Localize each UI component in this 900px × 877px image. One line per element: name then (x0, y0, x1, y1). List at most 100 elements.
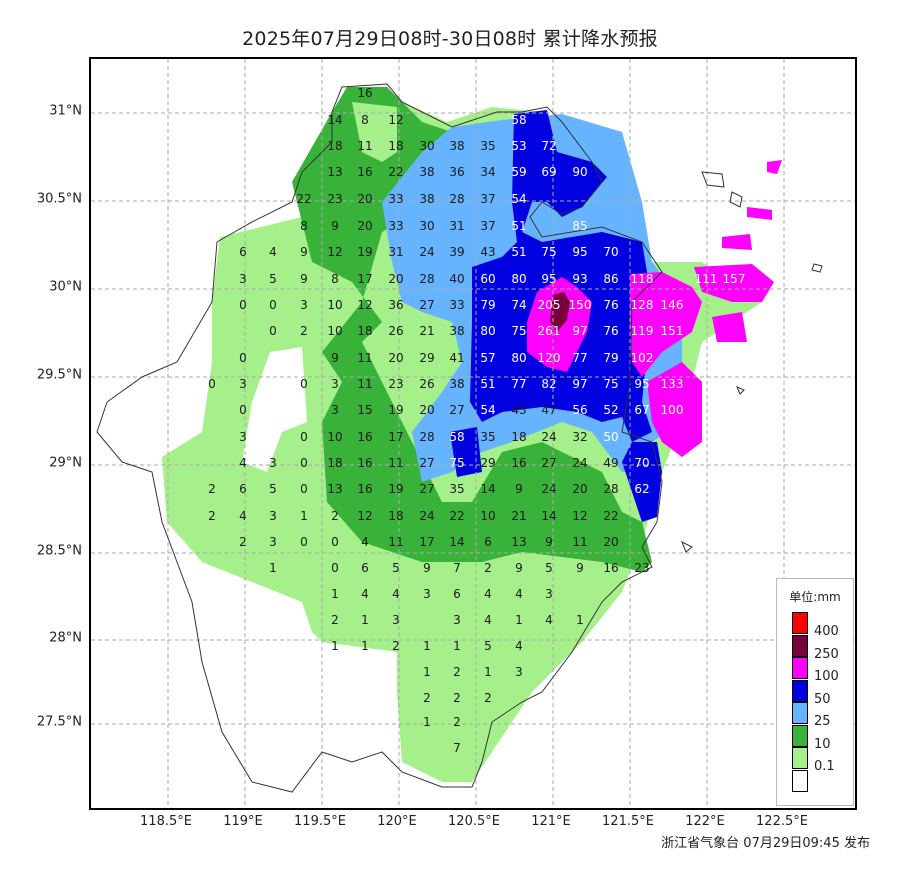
rainfall-value: 27 (541, 456, 557, 470)
rainfall-value: 17 (388, 430, 404, 444)
rainfall-value: 21 (419, 324, 435, 338)
rainfall-value: 11 (572, 535, 588, 549)
rainfall-value: 4 (515, 639, 523, 653)
rainfall-value: 6 (484, 535, 492, 549)
rainfall-value: 2 (484, 561, 492, 575)
rainfall-value: 62 (634, 482, 650, 496)
rainfall-value: 8 (361, 113, 369, 127)
rainfall-value: 1 (423, 715, 431, 729)
rainfall-value: 1 (515, 613, 523, 627)
rainfall-value: 86 (603, 272, 619, 286)
legend-level-label: 50 (814, 691, 831, 707)
rainfall-value: 2 (423, 691, 431, 705)
rainfall-value: 70 (634, 456, 650, 470)
rainfall-value: 51 (511, 219, 527, 233)
rainfall-value: 14 (541, 509, 557, 523)
area-magenta-islands (694, 160, 782, 342)
rainfall-value: 4 (392, 587, 400, 601)
area-light-green-north (352, 102, 397, 162)
area-no-rain-west (242, 347, 307, 472)
rainfall-value: 3 (269, 509, 277, 523)
area-magenta-south (647, 362, 702, 457)
rainfall-value: 4 (239, 509, 247, 523)
longitude-label: 120°E (377, 814, 417, 829)
rainfall-value: 2 (331, 613, 339, 627)
rainfall-value: 53 (511, 139, 527, 153)
area-blue (470, 110, 652, 442)
legend-swatch (792, 724, 808, 747)
rainfall-value: 57 (480, 351, 496, 365)
rainfall-value: 23 (634, 561, 650, 575)
rainfall-value: 15 (357, 403, 373, 417)
rainfall-value: 14 (327, 113, 343, 127)
rainfall-value: 10 (327, 324, 343, 338)
rainfall-value: 6 (361, 561, 369, 575)
latitude-label: 28°N (49, 630, 82, 646)
legend-swatch (792, 612, 808, 634)
rainfall-value: 43 (480, 245, 496, 259)
rainfall-value: 75 (603, 377, 619, 391)
legend-swatch (792, 702, 808, 724)
rainfall-value: 18 (327, 139, 343, 153)
rainfall-value: 95 (634, 377, 650, 391)
rainfall-value: 31 (449, 219, 465, 233)
rainfall-value: 28 (419, 272, 435, 286)
legend-level-label: 250 (814, 646, 839, 662)
rainfall-value: 3 (392, 613, 400, 627)
rainfall-value: 59 (511, 165, 527, 179)
rainfall-value: 9 (331, 351, 339, 365)
rainfall-value: 50 (603, 430, 619, 444)
legend-swatch (792, 657, 808, 679)
latitude-label: 27.5°N (36, 714, 82, 730)
rainfall-value: 19 (388, 482, 404, 496)
precipitation-map (89, 57, 857, 810)
rainfall-value: 150 (568, 298, 592, 312)
rainfall-value: 1 (331, 639, 339, 653)
rainfall-value: 29 (480, 456, 496, 470)
rainfall-value: 70 (603, 245, 619, 259)
latitude-label: 30.5°N (36, 191, 82, 207)
rainfall-value: 1 (453, 639, 461, 653)
legend-swatch (792, 747, 808, 769)
rainfall-value: 18 (388, 509, 404, 523)
rainfall-value: 74 (511, 298, 527, 312)
rainfall-value: 75 (449, 456, 465, 470)
rainfall-value: 10 (480, 509, 496, 523)
rainfall-value: 24 (541, 430, 557, 444)
rainfall-value: 9 (300, 245, 308, 259)
rainfall-value: 2 (453, 665, 461, 679)
rainfall-value: 38 (449, 324, 465, 338)
gridlines (91, 59, 855, 808)
rainfall-value: 1 (361, 639, 369, 653)
rainfall-value: 39 (449, 245, 465, 259)
legend-swatch (792, 634, 808, 657)
rainfall-value: 0 (239, 403, 247, 417)
rainfall-value: 27 (449, 403, 465, 417)
rainfall-value: 9 (515, 482, 523, 496)
longitude-label: 122.5°E (756, 814, 808, 829)
rainfall-value: 17 (419, 535, 435, 549)
latitude-label: 30°N (49, 279, 82, 295)
rainfall-value: 85 (572, 219, 588, 233)
rainfall-value: 11 (357, 351, 373, 365)
rainfall-value: 14 (480, 482, 496, 496)
rainfall-value: 40 (449, 272, 465, 286)
rainfall-value: 5 (269, 482, 277, 496)
rainfall-value: 11 (357, 377, 373, 391)
rainfall-value: 37 (480, 219, 496, 233)
rainfall-value: 151 (660, 324, 684, 338)
legend-level-label: 0.1 (814, 759, 835, 774)
rainfall-value: 2 (208, 482, 216, 496)
rainfall-value: 27 (419, 298, 435, 312)
rainfall-value: 9 (300, 272, 308, 286)
rainfall-value: 20 (572, 482, 588, 496)
rainfall-value: 38 (419, 165, 435, 179)
rainfall-value: 41 (449, 351, 465, 365)
rainfall-value: 32 (572, 430, 588, 444)
rainfall-value: 77 (511, 377, 527, 391)
rainfall-value: 12 (357, 298, 373, 312)
legend-level-label: 100 (814, 669, 839, 684)
area-no-rain-southwest (172, 557, 397, 792)
latitude-label: 29.5°N (36, 367, 82, 383)
rainfall-value: 19 (388, 403, 404, 417)
